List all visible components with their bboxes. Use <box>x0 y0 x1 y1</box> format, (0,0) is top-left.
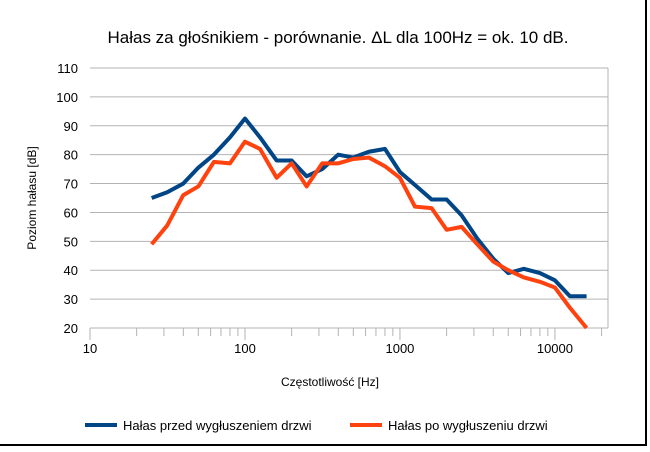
y-tick-label: 90 <box>64 119 78 134</box>
y-tick-label: 70 <box>64 177 78 192</box>
x-tick-label: 100 <box>234 341 256 356</box>
legend-label: Hałas przed wygłuszeniem drzwi <box>123 418 312 433</box>
y-tick-label: 80 <box>64 148 78 163</box>
x-tick-label: 1000 <box>385 341 414 356</box>
y-tick-label: 50 <box>64 234 78 249</box>
series-line-2 <box>150 139 589 330</box>
x-tick-label: 10 <box>83 341 97 356</box>
x-axis-label: Częstotliwość [Hz] <box>281 375 379 389</box>
y-tick-label: 110 <box>57 61 78 76</box>
y-tick-label: 30 <box>64 292 78 307</box>
series-line-1 <box>150 116 587 299</box>
y-axis-label: Poziom hałasu [dB] <box>25 146 39 249</box>
y-tick-label: 40 <box>64 263 78 278</box>
y-tick-label: 100 <box>56 90 78 105</box>
y-tick-label: 60 <box>64 205 78 220</box>
chart-title: Hałas za głośnikiem - porównanie. ΔL dla… <box>107 28 568 47</box>
y-tick-label: 20 <box>64 321 78 336</box>
legend-label: Hałas po wygłuszeniu drzwi <box>388 418 548 433</box>
x-tick-label: 10000 <box>537 341 573 356</box>
